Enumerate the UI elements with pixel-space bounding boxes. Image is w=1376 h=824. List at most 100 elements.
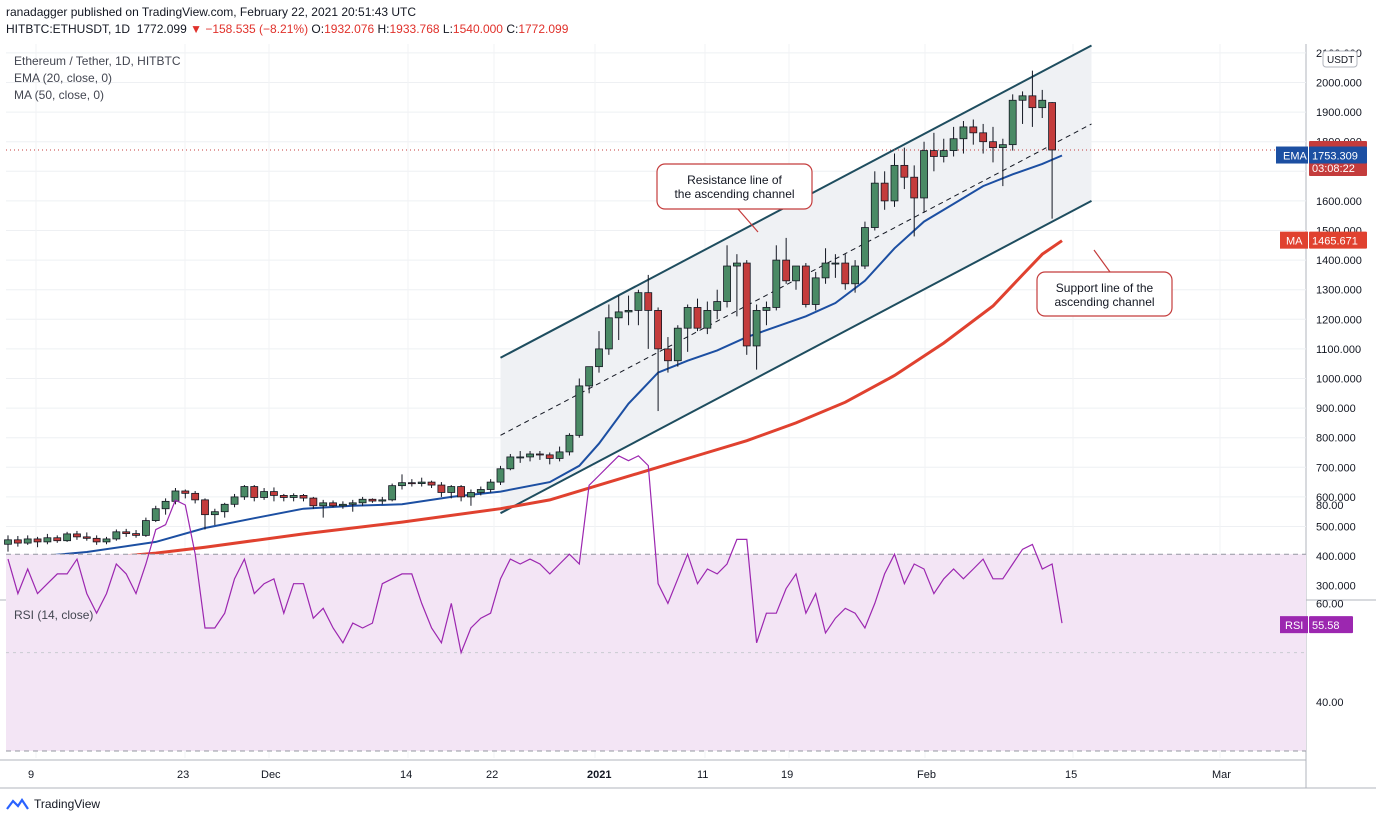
ma-value-badge: 1465.671 xyxy=(1309,231,1367,249)
ma-legend[interactable]: MA (50, close, 0) xyxy=(14,88,105,102)
candle-body xyxy=(319,502,328,507)
candle-body xyxy=(407,482,416,485)
candle-body xyxy=(752,310,761,347)
ema-value-badge-bg xyxy=(1309,146,1367,164)
resistance-callout-text: Resistance line of xyxy=(687,173,782,187)
y-tick-label: 1400.000 xyxy=(1316,255,1362,267)
candle-body xyxy=(181,490,190,494)
candle xyxy=(536,451,544,460)
candle xyxy=(299,493,308,502)
candle-body xyxy=(437,484,446,493)
resistance-callout-box xyxy=(656,163,813,210)
candle xyxy=(92,535,101,545)
candle-body xyxy=(880,182,889,202)
currency-label: USDT xyxy=(1327,55,1354,66)
candle xyxy=(683,304,692,352)
candle-body xyxy=(634,292,643,311)
ema-label-bg xyxy=(1276,146,1308,164)
candle xyxy=(13,535,22,547)
low-label: L: xyxy=(442,22,453,36)
candle xyxy=(801,263,810,308)
ma-label-bg xyxy=(1280,231,1308,249)
candle xyxy=(309,496,318,509)
support-callout-box xyxy=(1036,271,1173,317)
down-arrow-icon: ▼ xyxy=(190,22,202,36)
candle-body xyxy=(1028,95,1037,109)
candle-body xyxy=(13,539,22,544)
rsi-tick-label: 60.00 xyxy=(1316,598,1344,610)
candle-body xyxy=(693,307,702,329)
candle xyxy=(53,535,62,543)
candle xyxy=(270,487,278,502)
candle-body xyxy=(388,485,397,501)
candle-body xyxy=(910,176,919,199)
candle-body xyxy=(516,456,525,459)
candle-body xyxy=(398,482,406,487)
candle xyxy=(575,378,584,438)
candle xyxy=(939,138,948,163)
candle-body xyxy=(161,500,170,510)
candle xyxy=(733,254,741,317)
rsi-legend[interactable]: RSI (14, close) xyxy=(14,608,94,622)
candle xyxy=(634,289,643,326)
candle xyxy=(595,331,603,373)
candle xyxy=(762,301,771,326)
candle-body xyxy=(644,292,653,311)
candle-body xyxy=(191,492,200,501)
candle-body xyxy=(506,456,515,470)
candle-body xyxy=(801,265,810,305)
candle-body xyxy=(43,537,52,543)
candle xyxy=(496,465,505,486)
candle-body xyxy=(703,310,712,329)
candle xyxy=(82,532,91,541)
candle-body xyxy=(378,499,387,502)
candle-body xyxy=(762,307,771,311)
candle xyxy=(161,498,170,515)
x-tick-label: 9 xyxy=(28,769,34,781)
candle-body xyxy=(870,182,879,228)
countdown-badge-value: 03:08:22 xyxy=(1312,163,1355,175)
x-tick-label: 2021 xyxy=(587,769,611,781)
candle xyxy=(890,153,899,207)
candle xyxy=(43,533,52,545)
candle-body xyxy=(555,451,564,459)
candle-body xyxy=(654,310,662,350)
candle xyxy=(191,490,200,504)
candle-body xyxy=(4,539,12,545)
candle xyxy=(437,482,446,497)
candle-body xyxy=(949,138,958,151)
candle-body xyxy=(279,495,288,498)
ema-legend[interactable]: EMA (20, close, 0) xyxy=(14,71,113,85)
candle xyxy=(979,123,988,154)
candle-body xyxy=(417,481,426,484)
candle xyxy=(378,496,387,505)
candle xyxy=(673,325,682,367)
candle-body xyxy=(920,150,928,199)
candle xyxy=(210,508,219,526)
support-callout-pointer xyxy=(1093,249,1111,273)
candle xyxy=(23,535,32,545)
candle xyxy=(388,483,397,502)
x-tick-label: 23 xyxy=(177,769,189,781)
candle xyxy=(368,498,377,503)
candle xyxy=(447,485,456,499)
candle xyxy=(989,126,997,163)
candle-body xyxy=(102,538,111,543)
candle xyxy=(998,138,1007,187)
candle-body xyxy=(930,150,938,157)
candle xyxy=(870,171,879,231)
candle-body xyxy=(348,502,357,505)
candle-body xyxy=(112,531,121,540)
candle xyxy=(880,171,889,210)
candle-body xyxy=(1038,99,1047,109)
y-tick-label: 300.000 xyxy=(1316,581,1356,593)
ma-value-badge-bg xyxy=(1309,231,1367,249)
candle xyxy=(260,488,269,500)
tradingview-brand: TradingView xyxy=(34,797,101,811)
candle-body xyxy=(132,533,140,536)
candle-body xyxy=(772,259,781,308)
tradingview-logo[interactable]: TradingView xyxy=(6,797,100,811)
candle-body xyxy=(210,511,219,516)
y-tick-label: 1100.000 xyxy=(1316,344,1361,356)
